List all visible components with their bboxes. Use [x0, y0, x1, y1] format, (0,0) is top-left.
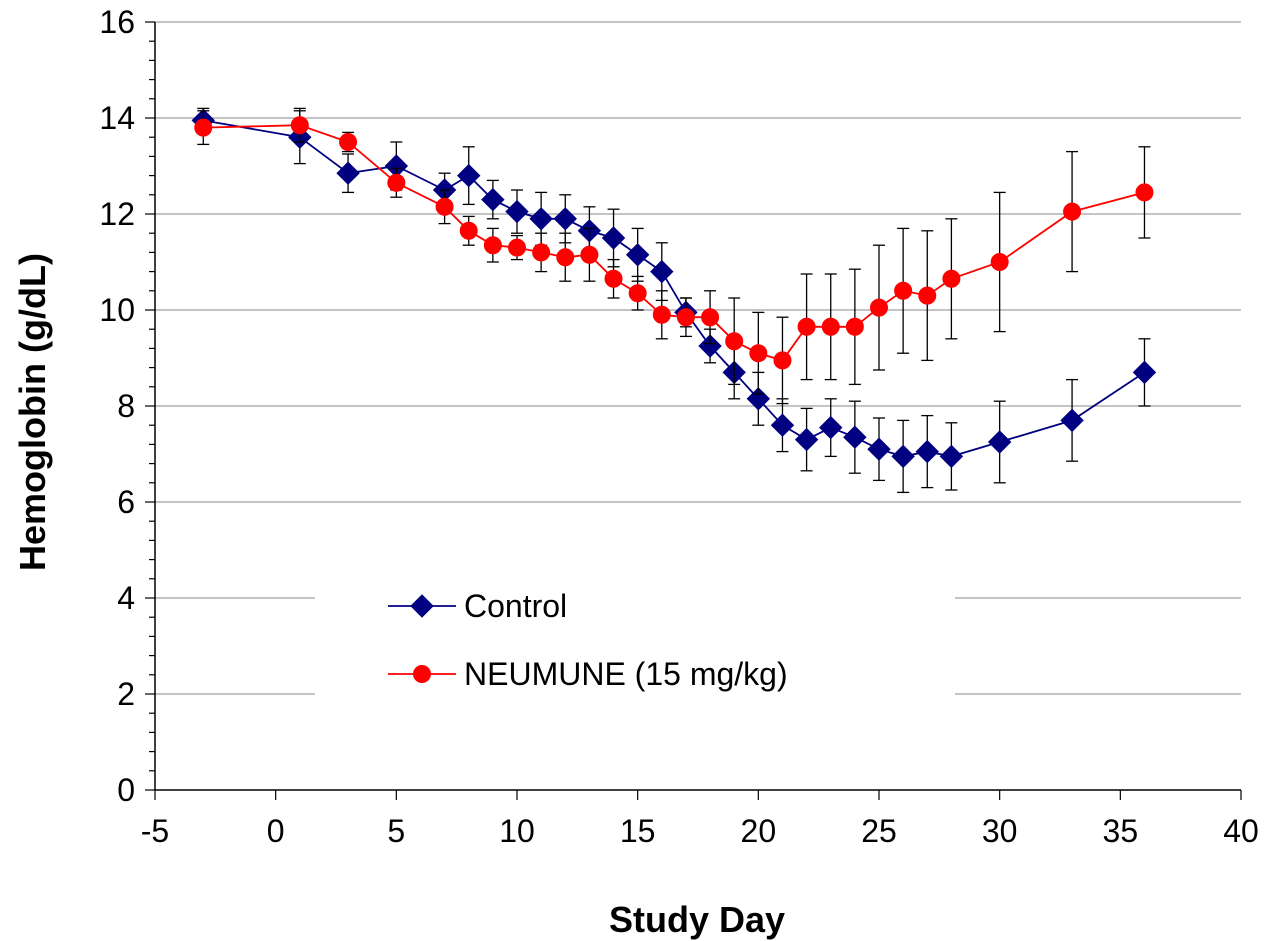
legend-marker: [410, 594, 434, 618]
y-tick-label: 12: [99, 196, 135, 232]
data-point: [508, 238, 526, 257]
data-point: [650, 259, 674, 284]
data-point: [845, 317, 864, 336]
x-tick-label: 40: [1223, 813, 1259, 849]
data-point: [652, 305, 671, 324]
data-point: [867, 437, 891, 461]
y-tick-label: 2: [117, 676, 135, 712]
data-point: [580, 245, 599, 264]
x-tick-label: 5: [387, 813, 405, 849]
y-tick-label: 10: [99, 292, 135, 328]
data-point: [532, 243, 551, 262]
data-point: [339, 133, 358, 151]
data-point: [819, 415, 843, 440]
y-tick-label: 16: [99, 4, 135, 40]
series-line: [203, 124, 1145, 362]
data-point: [1135, 183, 1154, 202]
data-point: [481, 187, 505, 212]
y-axis-title: Hemoglobin (g/dL): [12, 253, 53, 571]
data-point: [1132, 360, 1157, 385]
legend-label: Control: [464, 588, 567, 624]
data-point: [435, 197, 454, 216]
data-point: [628, 284, 647, 303]
data-point: [918, 286, 937, 305]
x-tick-label: 35: [1103, 813, 1139, 849]
y-tick-label: 4: [117, 580, 135, 616]
data-point: [870, 298, 888, 317]
data-point: [725, 332, 744, 351]
data-point: [483, 236, 502, 255]
data-point: [457, 163, 481, 188]
data-point: [794, 427, 819, 452]
series-group: [191, 107, 1157, 494]
data-point: [797, 317, 816, 336]
axes: [145, 21, 1242, 800]
data-point: [915, 439, 939, 464]
data-point: [987, 430, 1012, 454]
data-point: [698, 334, 722, 358]
data-point: [553, 207, 577, 231]
x-tick-label: 30: [982, 813, 1018, 849]
series-group: [194, 107, 1154, 405]
data-point: [1063, 202, 1082, 221]
data-point: [749, 344, 768, 363]
x-tick-label: 0: [267, 813, 285, 849]
legend-marker: [413, 665, 431, 683]
x-tick-label: 15: [620, 813, 656, 849]
data-point: [336, 161, 360, 185]
x-tick-label: 25: [861, 813, 897, 849]
data-point: [601, 226, 626, 250]
data-point: [1060, 408, 1084, 433]
legend-label: NEUMUNE (15 mg/kg): [464, 656, 788, 692]
data-point: [746, 387, 771, 411]
data-point: [556, 248, 575, 267]
data-point: [942, 269, 961, 288]
data-point: [194, 118, 213, 137]
series: [191, 107, 1157, 494]
data-point: [891, 444, 915, 469]
data-point: [459, 221, 478, 240]
data-point: [821, 317, 840, 336]
data-point: [843, 425, 867, 449]
legend: Control NEUMUNE (15 mg/kg): [315, 570, 955, 720]
data-point: [625, 243, 650, 267]
y-tick-label: 6: [117, 484, 135, 520]
y-tick-label: 14: [99, 100, 135, 136]
y-tick-label: 0: [117, 772, 135, 808]
data-point: [505, 199, 529, 224]
data-point: [290, 116, 309, 135]
x-tick-label: 10: [499, 813, 535, 849]
x-tick-label: 20: [741, 813, 777, 849]
data-point: [773, 351, 792, 370]
data-point: [894, 281, 913, 300]
data-point: [770, 413, 795, 437]
legend-box: [315, 570, 955, 720]
data-point: [604, 269, 623, 288]
x-axis-title: Study Day: [609, 899, 785, 940]
y-tick-label: 8: [117, 388, 135, 424]
data-point: [701, 308, 720, 327]
data-point: [939, 444, 964, 469]
x-tick-label: -5: [141, 813, 169, 849]
data-point: [387, 173, 406, 192]
data-point: [676, 308, 695, 327]
data-point: [990, 253, 1009, 271]
data-point: [529, 207, 553, 231]
